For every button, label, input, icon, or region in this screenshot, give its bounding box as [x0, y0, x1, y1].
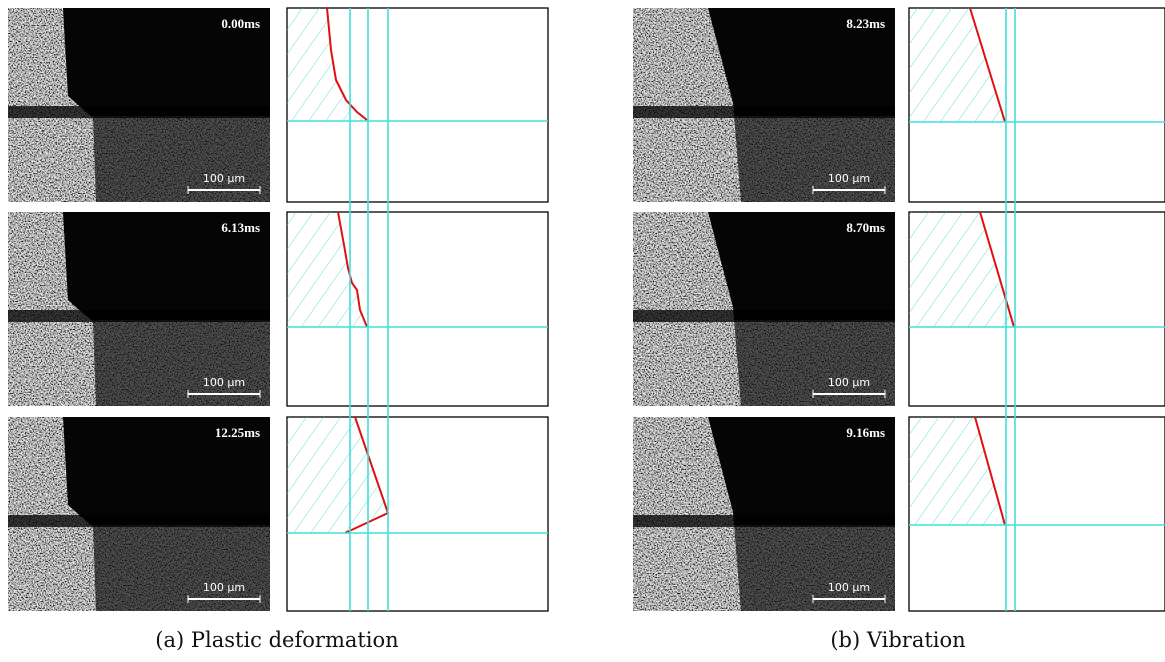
profile-line: [979, 211, 1015, 328]
hatched-region: [909, 8, 1005, 122]
timestamp: 8.70ms: [846, 220, 885, 235]
hatched-region: [287, 8, 367, 121]
timestamp: 6.13ms: [221, 220, 260, 235]
hatched-region: [909, 417, 1005, 525]
lower-texture: [8, 320, 270, 406]
timestamp: 8.23ms: [846, 16, 885, 31]
caption: (b) Vibration: [830, 628, 965, 652]
dark-band: [633, 310, 895, 322]
scale-label: 100 µm: [828, 581, 870, 594]
lower-texture: [633, 525, 895, 611]
timestamp: 12.25ms: [215, 425, 260, 440]
profile-line: [974, 416, 1006, 526]
dark-band: [633, 106, 895, 118]
scale-label: 100 µm: [203, 376, 245, 389]
hatched-region: [287, 212, 367, 327]
profile-line: [969, 7, 1006, 123]
timestamp: 0.00ms: [221, 16, 260, 31]
profile-line: [337, 211, 368, 328]
hatched-region: [287, 417, 388, 533]
dark-band: [8, 515, 270, 527]
scale-label: 100 µm: [203, 581, 245, 594]
lower-texture: [8, 525, 270, 611]
lower-texture: [633, 320, 895, 406]
dark-band: [8, 310, 270, 322]
scale-label: 100 µm: [828, 376, 870, 389]
timestamp: 9.16ms: [846, 425, 885, 440]
profile-line: [326, 7, 368, 121]
scale-label: 100 µm: [203, 172, 245, 185]
scale-label: 100 µm: [828, 172, 870, 185]
dark-band: [633, 515, 895, 527]
lower-texture: [633, 116, 895, 202]
lower-texture: [8, 116, 270, 202]
caption: (a) Plastic deformation: [155, 628, 398, 652]
dark-band: [8, 106, 270, 118]
